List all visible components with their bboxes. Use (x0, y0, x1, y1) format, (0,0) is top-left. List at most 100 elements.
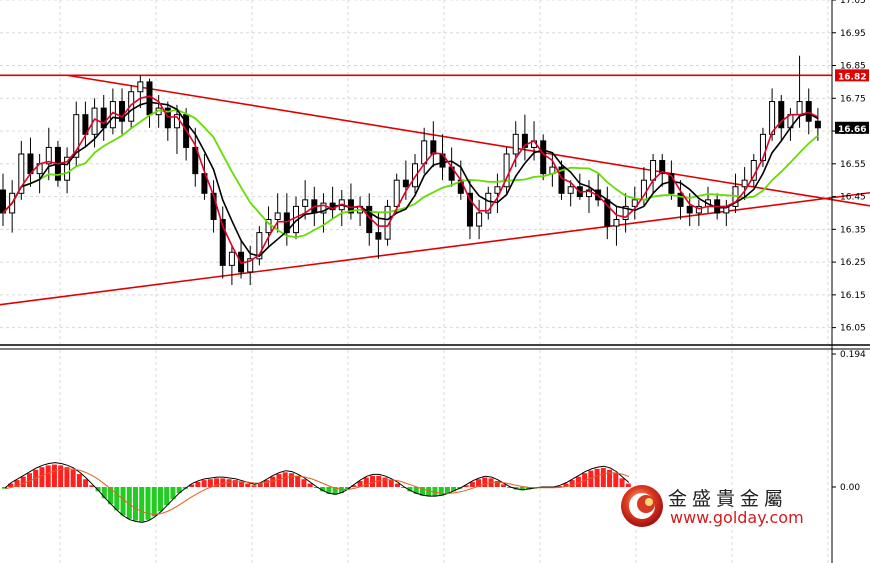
histogram-bar (239, 481, 245, 487)
sub-y-tick-label: 0.00 (840, 483, 860, 493)
histogram-bar (176, 487, 182, 494)
histogram-bar (26, 473, 32, 487)
histogram-bar (101, 487, 107, 499)
logo: 金盛貴金屬 www.golday.com (620, 482, 830, 532)
histogram-bar (594, 468, 600, 487)
candle-body (128, 91, 135, 122)
candle-body (302, 199, 309, 207)
histogram-bar (76, 474, 82, 487)
histogram-bar (214, 478, 220, 487)
candle-body (146, 81, 153, 116)
histogram-bar (2, 487, 8, 489)
histogram-bar (83, 479, 89, 487)
candle-body (320, 202, 327, 214)
candle-body (0, 189, 6, 214)
histogram-bar (288, 473, 294, 487)
candle-body (421, 140, 428, 165)
histogram-bar (401, 487, 407, 488)
y-tick-label: 16.15 (840, 291, 866, 301)
candle-body (119, 101, 126, 122)
y-tick-label: 16.35 (840, 225, 866, 235)
histogram-bar (376, 475, 382, 487)
histogram-bar (245, 483, 251, 487)
candle-body (759, 133, 766, 162)
histogram-bar (476, 479, 482, 487)
histogram-bar (501, 484, 507, 487)
y-tick-label: 16.45 (840, 193, 866, 203)
y-tick-label: 16.75 (840, 94, 866, 104)
histogram-bar (419, 487, 425, 496)
histogram-bar (426, 487, 432, 497)
histogram-bar (438, 487, 444, 496)
histogram-bar (482, 477, 488, 487)
candle-body (274, 212, 281, 221)
histogram-bar (139, 487, 145, 522)
histogram-bar (469, 481, 475, 487)
histogram-bar (557, 486, 563, 488)
candle-body (476, 212, 483, 227)
ma-fast-line (2, 95, 819, 265)
candle-body (402, 179, 409, 188)
histogram-bar (519, 487, 525, 491)
histogram-bar (120, 487, 126, 516)
candle-body (485, 192, 492, 214)
candle-body (622, 205, 629, 221)
histogram-bar (207, 479, 213, 487)
histogram-bar (45, 465, 51, 487)
histogram-bar (345, 487, 351, 490)
histogram-bar (625, 483, 631, 487)
histogram-bar (301, 479, 307, 487)
histogram-bar (226, 479, 232, 487)
histogram-bar (407, 487, 413, 492)
trendline (0, 191, 870, 306)
candle-body (695, 205, 702, 214)
candle-body (412, 163, 419, 188)
macd-line (4, 462, 630, 523)
histogram-bar (132, 487, 139, 521)
histogram-bar (201, 480, 207, 487)
histogram-bar (89, 485, 95, 487)
candle-body (814, 120, 821, 129)
candle-body (393, 179, 400, 207)
candle-body (512, 133, 519, 155)
histogram-bar (613, 473, 619, 487)
histogram-bar (600, 468, 606, 487)
histogram-bar (320, 487, 326, 492)
sub-y-tick-label: 0.194 (840, 350, 866, 360)
histogram-bar (413, 487, 419, 494)
candle-body (631, 199, 638, 207)
histogram-bar (394, 483, 401, 487)
histogram-bar (563, 483, 569, 487)
histogram-bar (507, 487, 513, 488)
candle-body (430, 140, 437, 155)
histogram-bar (251, 485, 257, 487)
candle-body (585, 189, 592, 198)
current-price-label-bg (835, 69, 869, 82)
candle-body (613, 219, 620, 227)
candle-body (228, 251, 235, 266)
histogram-bar (64, 467, 70, 487)
histogram-bar (95, 487, 101, 492)
histogram-bar (307, 483, 313, 487)
histogram-bar (351, 485, 357, 487)
last-price-label-bg (835, 121, 869, 134)
histogram-bar (70, 469, 76, 487)
candle-body (64, 156, 71, 181)
histogram-bar (338, 487, 344, 494)
candle-body (567, 186, 574, 194)
histogram-bar (370, 475, 376, 487)
histogram-bar (257, 483, 263, 487)
candle-body (805, 101, 812, 122)
histogram-bar (157, 487, 163, 512)
histogram-bar (263, 480, 270, 487)
histogram-bar (451, 487, 457, 492)
histogram-bar (444, 487, 450, 494)
histogram-bar (164, 487, 170, 506)
histogram-bar (8, 483, 14, 487)
histogram-bar (607, 469, 613, 487)
histogram-bar (332, 487, 338, 495)
histogram-bar (20, 476, 26, 487)
